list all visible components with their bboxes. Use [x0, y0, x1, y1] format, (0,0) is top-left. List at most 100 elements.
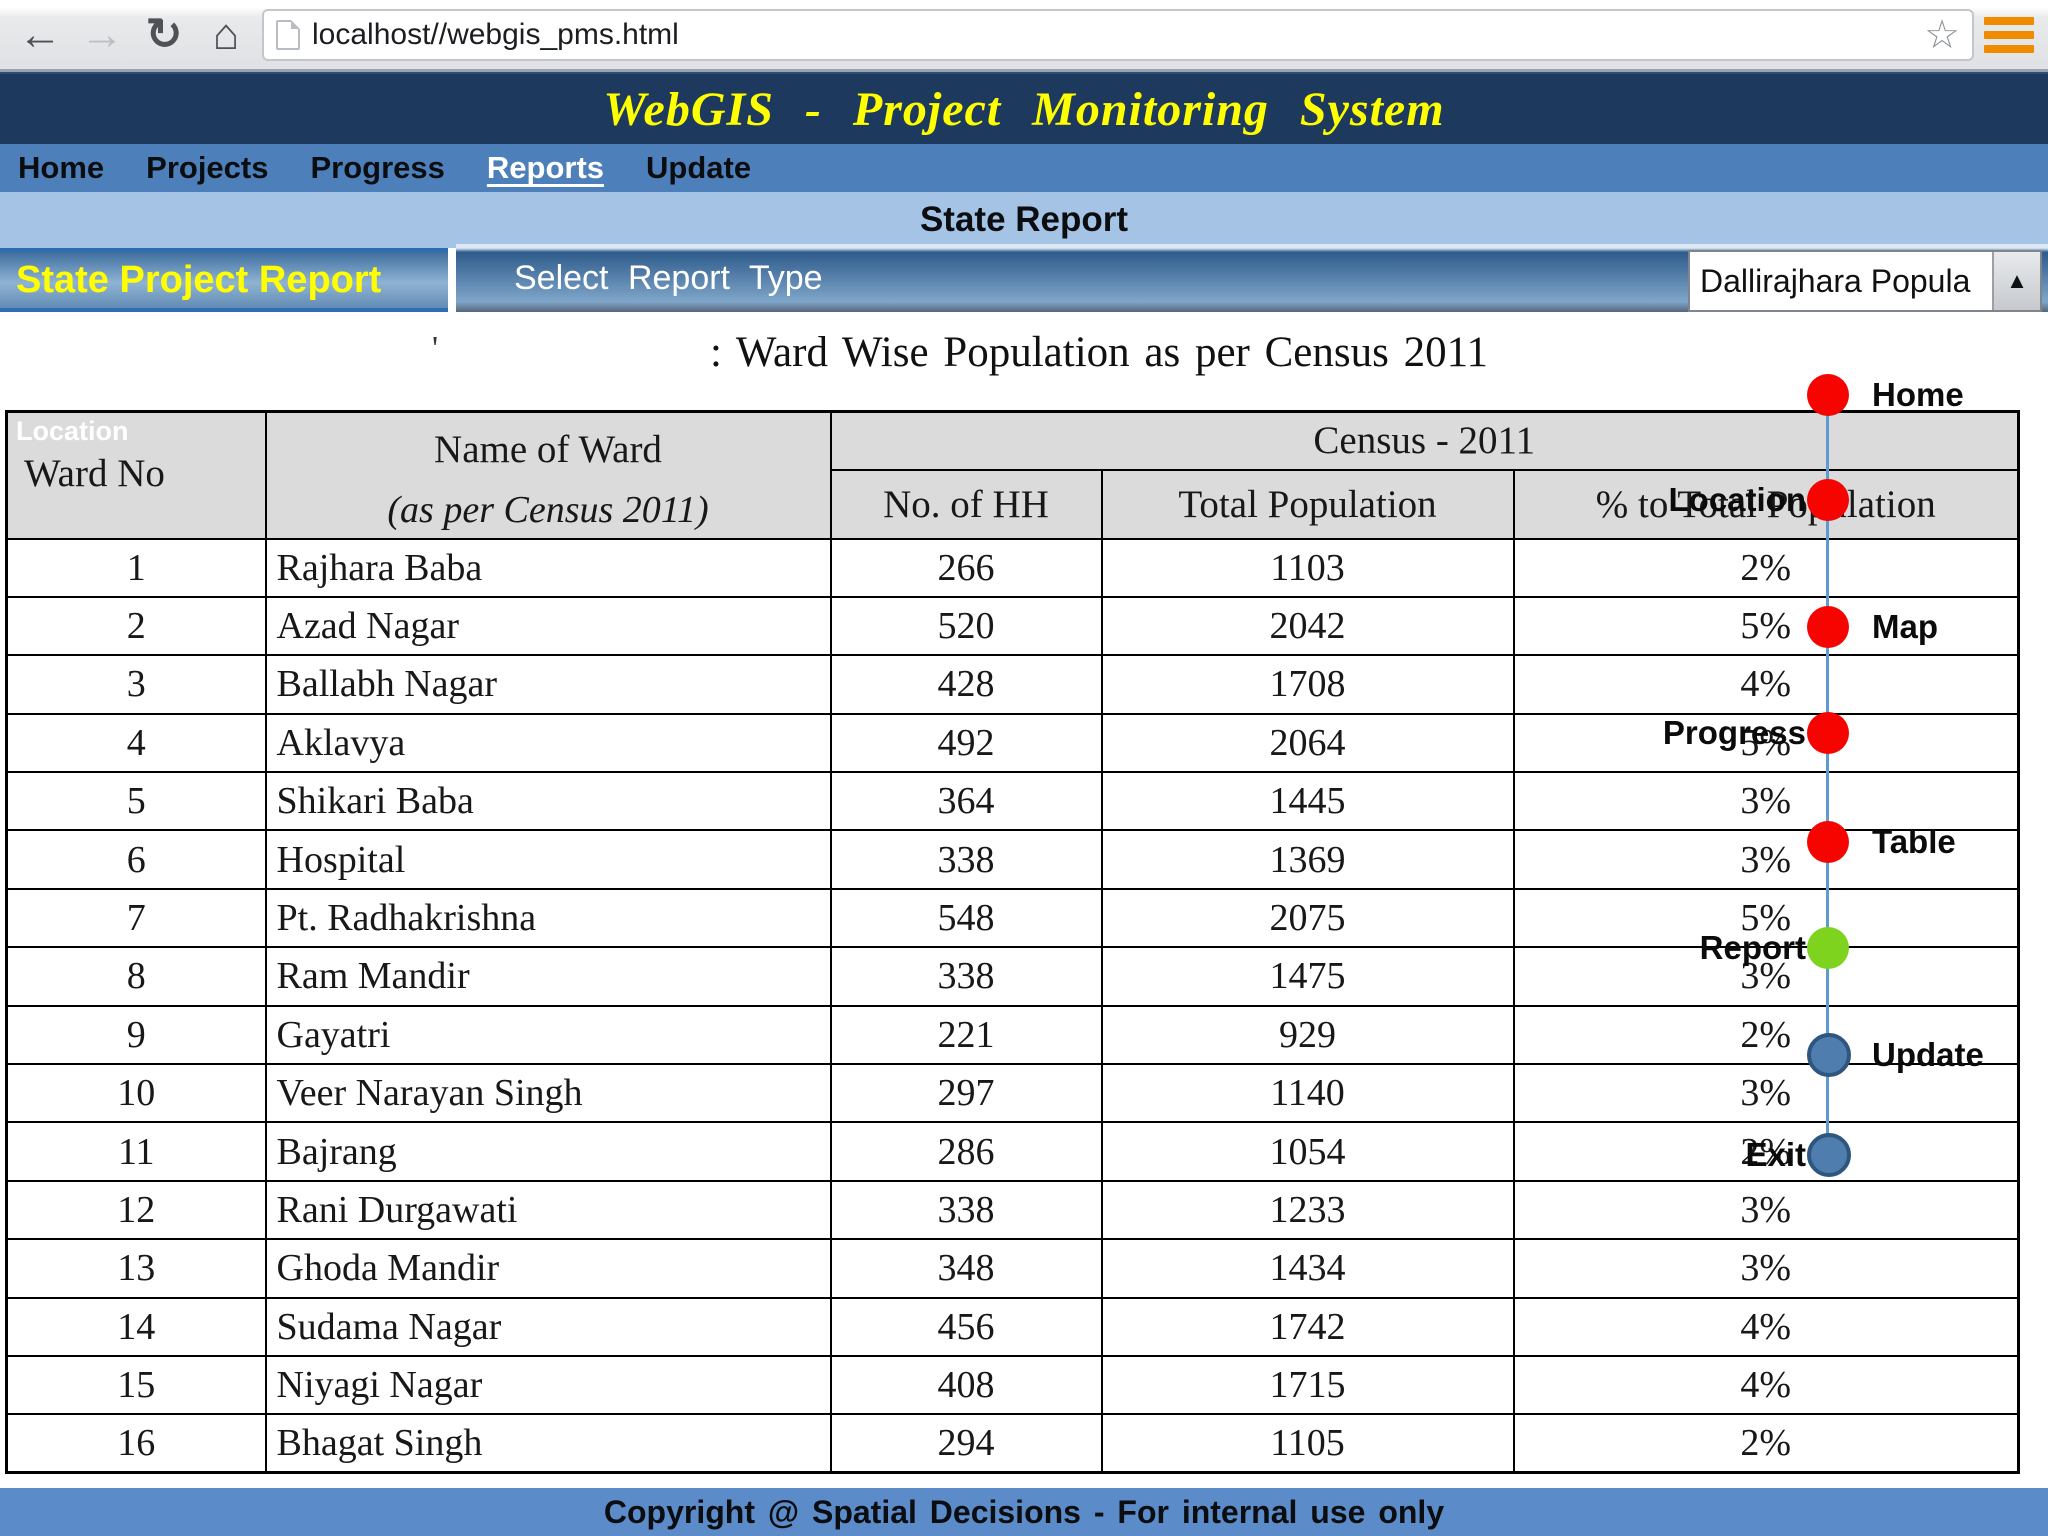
hh-cell: 266 [829, 537, 1103, 598]
map-marker-circle [1807, 606, 1849, 648]
ward-name-cell: Bajrang [264, 1121, 832, 1182]
table-row: 2 Azad Nagar 520 2042 5% [5, 595, 2020, 657]
table-row: 16 Bhagat Singh 294 1105 2% [5, 1413, 2020, 1474]
url-text[interactable]: localhost//webgis_pms.html [312, 17, 679, 51]
table-row: 6 Hospital 338 1369 3% [5, 829, 2020, 890]
table-row: 8 Ram Mandir 338 1475 3% [5, 946, 2020, 1007]
nav-item-reports[interactable]: Reports [486, 150, 605, 185]
population-cell: 2042 [1100, 595, 1515, 657]
hh-cell: 456 [829, 1296, 1103, 1357]
ward-no-cell: 8 [5, 946, 267, 1007]
footer-bar: Copyright @ Spatial Decisions - For inte… [0, 1488, 2048, 1536]
table-row: 3 Ballabh Nagar 428 1708 4% [5, 654, 2020, 715]
ward-no-cell: 11 [5, 1121, 267, 1182]
percent-cell: 2% [1512, 1121, 2020, 1182]
table-marker-label: Table [1872, 823, 1956, 860]
ward-no-cell: 3 [5, 654, 267, 715]
ward-no-cell: 15 [5, 1354, 267, 1416]
percent-cell: 5% [1512, 712, 2020, 774]
ward-no-cell: 12 [5, 1179, 267, 1241]
state-project-report-tab[interactable]: State Project Report [0, 248, 448, 312]
hh-cell: 297 [829, 1063, 1103, 1124]
report-type-dropdown[interactable]: Dallirajhara Popula ▲ [1688, 250, 2042, 312]
population-cell: 1708 [1100, 654, 1515, 715]
percent-cell: 3% [1512, 771, 2020, 832]
population-cell: 1715 [1100, 1354, 1515, 1416]
population-cell: 2064 [1100, 712, 1515, 774]
population-cell: 1233 [1100, 1179, 1515, 1241]
population-cell: 1434 [1100, 1238, 1515, 1299]
select-report-type-label: Select Report Type [514, 258, 823, 297]
exit-marker-label: Exit [1745, 1136, 1806, 1173]
map-marker-label: Map [1872, 608, 1938, 645]
url-bar[interactable]: localhost//webgis_pms.html ☆ [262, 8, 1974, 61]
ward-name-cell: Azad Nagar [264, 595, 832, 657]
ward-no-cell: 6 [5, 829, 267, 890]
state-report-title: State Report [919, 200, 1129, 239]
hh-cell: 294 [829, 1413, 1103, 1474]
stray-mark: ' [432, 330, 439, 367]
percent-cell: 3% [1512, 1179, 2020, 1241]
refresh-icon[interactable]: ↻ [145, 10, 183, 59]
header-total-population: Total Population [1100, 468, 1515, 540]
ward-name-cell: Aklavya [264, 712, 832, 774]
percent-cell: 4% [1512, 1296, 2020, 1357]
ward-no-cell: 1 [5, 537, 267, 598]
ward-no-cell: 16 [5, 1413, 267, 1474]
location-marker-label: Location [1668, 481, 1807, 518]
home-marker-label: Home [1872, 376, 1964, 413]
browser-toolbar: ← → ↻ ⌂ localhost//webgis_pms.html ☆ [0, 0, 2048, 72]
dropdown-arrow-up-icon[interactable]: ▲ [1992, 252, 2040, 310]
header-ward-no: Location Ward No [5, 410, 267, 540]
population-cell: 1140 [1100, 1063, 1515, 1124]
ward-name-cell: Ram Mandir [264, 946, 832, 1007]
percent-cell: 5% [1512, 887, 2020, 949]
location-overlay-label: Location [16, 416, 129, 446]
header-name-of-ward: Name of Ward (as per Census 2011) [264, 410, 832, 540]
header-pct-total-population: % to Total Population [1512, 468, 2020, 540]
population-cell: 929 [1100, 1004, 1515, 1066]
nav-item-update[interactable]: Update [646, 150, 752, 185]
app-title: WebGIS - Project Monitoring System [603, 82, 1445, 136]
progress-marker-circle [1807, 712, 1849, 754]
census-table: Location Ward No Name of Ward (as per Ce… [5, 410, 2021, 1475]
ward-name-cell: Rajhara Baba [264, 537, 832, 598]
menu-icon[interactable] [1984, 13, 2034, 57]
percent-cell: 3% [1512, 1063, 2020, 1124]
ward-no-cell: 2 [5, 595, 267, 657]
app-title-bar: WebGIS - Project Monitoring System [0, 72, 2048, 144]
back-icon[interactable]: ← [18, 9, 62, 59]
page-document-icon [276, 19, 300, 50]
hh-cell: 286 [829, 1121, 1103, 1182]
report-marker-label: Report [1699, 929, 1806, 966]
hh-cell: 338 [829, 829, 1103, 890]
hh-cell: 221 [829, 1004, 1103, 1066]
ward-no-cell: 7 [5, 887, 267, 949]
table-header-row: Location Ward No Name of Ward (as per Ce… [5, 410, 2020, 540]
ward-name-cell: Veer Narayan Singh [264, 1063, 832, 1124]
forward-icon[interactable]: → [80, 9, 124, 59]
nav-item-progress[interactable]: Progress [310, 150, 445, 185]
hh-cell: 548 [829, 887, 1103, 949]
report-type-dropdown-value[interactable]: Dallirajhara Popula [1700, 262, 1971, 299]
population-cell: 1105 [1100, 1413, 1515, 1474]
population-cell: 1445 [1100, 771, 1515, 832]
bookmark-star-icon[interactable]: ☆ [1924, 12, 1960, 57]
hh-cell: 338 [829, 1179, 1103, 1241]
update-marker-circle [1807, 1033, 1851, 1077]
name-of-ward-label: Name of Ward [434, 428, 662, 471]
nav-item-projects[interactable]: Projects [146, 150, 269, 185]
percent-cell: 2% [1512, 1004, 2020, 1066]
home-icon[interactable]: ⌂ [212, 9, 240, 59]
hh-cell: 492 [829, 712, 1103, 774]
nav-item-home[interactable]: Home [18, 150, 105, 185]
table-row: 7 Pt. Radhakrishna 548 2075 5% [5, 887, 2020, 949]
state-project-report-label: State Project Report [16, 258, 382, 301]
ward-no-cell: 14 [5, 1296, 267, 1357]
ward-no-cell: 9 [5, 1004, 267, 1066]
percent-cell: 4% [1512, 1354, 2020, 1416]
table-title: : Ward Wise Population as per Census 201… [709, 329, 1489, 376]
population-cell: 1103 [1100, 537, 1515, 598]
population-cell: 1369 [1100, 829, 1515, 890]
percent-cell: 4% [1512, 654, 2020, 715]
